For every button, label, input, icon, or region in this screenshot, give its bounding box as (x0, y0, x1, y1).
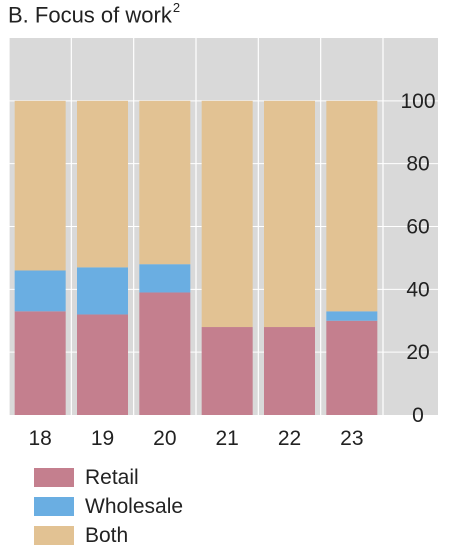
x-tick-label-20: 20 (153, 427, 176, 450)
title-footnote-marker: 2 (172, 0, 181, 15)
bar-retail-19 (77, 314, 128, 415)
y-tick-label-40: 40 (406, 278, 429, 301)
bar-chart: 18 19 20 21 22 23 0 20 40 60 80 100 (8, 38, 438, 450)
x-tick-label-22: 22 (278, 427, 301, 450)
x-tick-label-23: 23 (340, 427, 363, 450)
legend-item-both: Both (34, 521, 183, 550)
bar-both-20 (139, 100, 191, 265)
legend-label-both: Both (85, 523, 129, 547)
chart-legend: Retail Wholesale Both (34, 463, 183, 550)
legend-item-wholesale: Wholesale (34, 492, 183, 521)
bar-wholesale-23 (326, 311, 378, 321)
legend-swatch-both (34, 526, 74, 545)
bar-retail-20 (139, 292, 191, 415)
chart-title-text: B. Focus of work (8, 2, 172, 28)
y-tick-label-0: 0 (412, 404, 424, 427)
chart-title: B. Focus of work2 (8, 0, 181, 28)
legend-label-wholesale: Wholesale (85, 494, 184, 518)
bar-retail-22 (264, 327, 315, 415)
bar-both-19 (77, 100, 128, 268)
bar-both-18 (14, 100, 66, 271)
y-tick-label-60: 60 (406, 216, 429, 239)
bar-wholesale-20 (139, 264, 191, 293)
x-tick-label-18: 18 (28, 427, 51, 450)
legend-swatch-wholesale (34, 497, 74, 516)
y-tick-label-80: 80 (406, 153, 429, 176)
bar-wholesale-19 (77, 267, 128, 315)
legend-swatch-retail (34, 468, 74, 487)
bar-both-21 (201, 100, 253, 328)
bar-retail-18 (14, 311, 66, 415)
y-tick-label-20: 20 (406, 341, 429, 364)
y-tick-label-100: 100 (400, 90, 435, 113)
bar-both-22 (264, 100, 315, 328)
legend-label-retail: Retail (85, 465, 139, 489)
bar-wholesale-18 (14, 270, 66, 312)
legend-item-retail: Retail (34, 463, 183, 492)
bar-retail-21 (201, 327, 253, 415)
x-tick-label-21: 21 (215, 427, 238, 450)
bar-retail-23 (326, 320, 378, 415)
x-tick-label-19: 19 (91, 427, 114, 450)
bar-both-23 (326, 100, 378, 312)
